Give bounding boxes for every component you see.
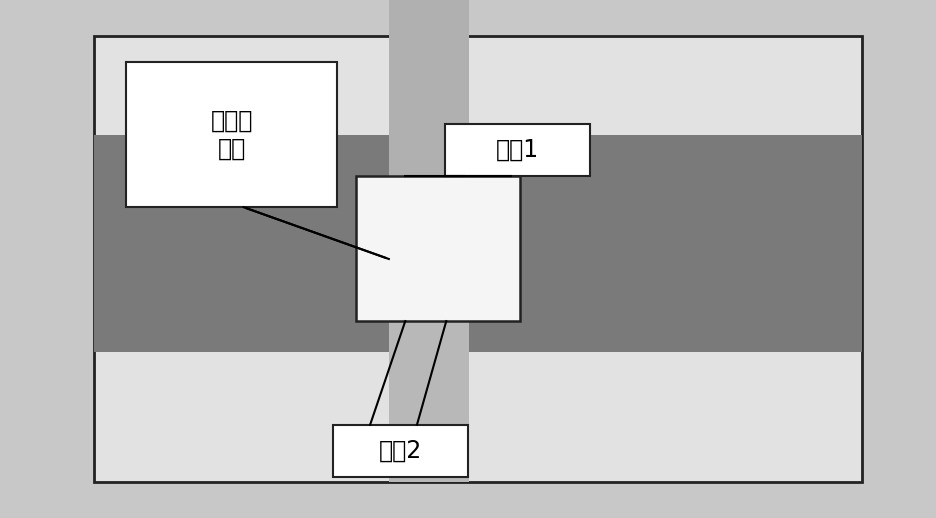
Text: 刀口2: 刀口2 <box>378 439 422 463</box>
Bar <box>94 36 861 482</box>
Bar <box>388 0 468 482</box>
Bar <box>388 36 468 176</box>
Bar <box>126 62 337 207</box>
Text: 感兴趣
区域: 感兴趣 区域 <box>211 109 253 161</box>
Bar <box>388 321 468 482</box>
Bar <box>332 425 468 477</box>
Bar <box>445 124 590 176</box>
Bar <box>356 176 519 321</box>
Bar <box>94 135 861 352</box>
Text: 刀口1: 刀口1 <box>495 138 539 162</box>
